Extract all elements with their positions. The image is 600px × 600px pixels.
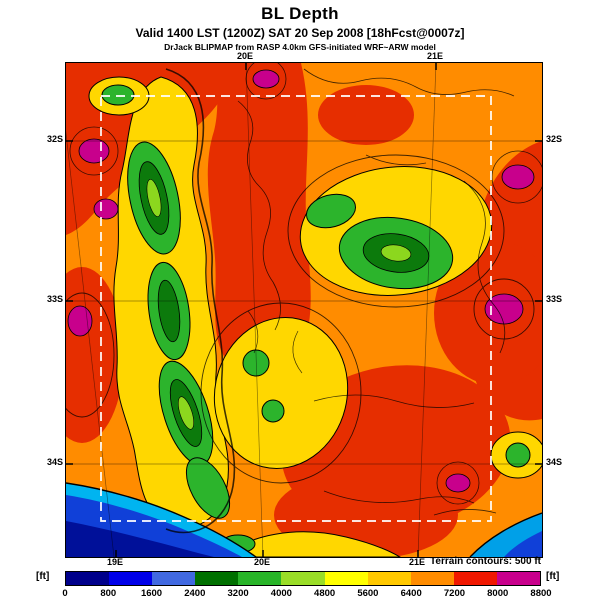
axis-label-top-21e: 21E (426, 51, 444, 61)
colorbar-segment (324, 572, 368, 585)
axis-label-right-33s: 33S (546, 294, 563, 304)
axis-label-right-34s: 34S (546, 457, 563, 467)
axis-label-right-32s: 32S (546, 134, 563, 144)
colorbar-segment (496, 572, 541, 585)
colorbar-segment (410, 572, 454, 585)
colorbar-swatches (65, 571, 541, 586)
axis-label-bottom-19e: 19E (106, 557, 124, 567)
colorbar-value: 5600 (357, 588, 379, 599)
colorbar-segment (152, 572, 196, 585)
bright-green-cores (146, 179, 412, 430)
nested-domain-boundary (100, 95, 492, 522)
axis-label-bottom-21e: 21E (408, 557, 426, 567)
colorbar-segment (367, 572, 411, 585)
colorbar-value: 6400 (400, 588, 422, 599)
axis-label-left-34s: 34S (46, 457, 63, 467)
graticule-lines (66, 63, 542, 557)
colorbar-segment (281, 572, 325, 585)
valid-time-line: Valid 1400 LST (1200Z) SAT 20 Sep 2008 [… (135, 26, 465, 40)
bl-depth-map (66, 63, 542, 557)
contour-lines (66, 63, 542, 534)
colorbar-value: 4800 (314, 588, 336, 599)
coastline-east (469, 512, 542, 557)
axis-ticks (66, 63, 542, 557)
colorbar-segment (238, 572, 282, 585)
colorbar-value: 4000 (270, 588, 292, 599)
colorbar-segment (453, 572, 497, 585)
colorbar-value: 800 (100, 588, 117, 599)
colorbar-value: 8000 (487, 588, 509, 599)
colorbar-segment (109, 572, 153, 585)
colorbar-segment (66, 572, 110, 585)
colorbar-value: 1600 (140, 588, 163, 599)
colorbar-value: 8800 (530, 588, 552, 599)
coastline (66, 482, 257, 557)
colorbar-value: 3200 (227, 588, 249, 599)
colorbar-unit-left: [ft] (36, 571, 50, 582)
model-info-line: DrJack BLIPMAP from RASP 4.0km GFS-initi… (164, 42, 436, 52)
axis-label-left-33s: 33S (46, 294, 63, 304)
sea-region (66, 482, 542, 557)
colorbar-values: 0 800 1600 2400 3200 4000 4800 5600 6400 7200 8000… (62, 588, 551, 600)
colorbar-value: 0 (62, 588, 68, 599)
axis-label-top-20e: 20E (236, 51, 254, 61)
colorbar-segment (195, 572, 239, 585)
page-title: BL Depth (261, 4, 339, 23)
colorbar-value: 7200 (443, 588, 466, 599)
axis-label-left-32s: 32S (46, 134, 63, 144)
header: BL Depth Valid 1400 LST (1200Z) SAT 20 S… (0, 4, 600, 52)
colorbar-value: 2400 (184, 588, 206, 599)
axis-label-bottom-20e: 20E (253, 557, 271, 567)
colorbar-unit-right: [ft] (546, 571, 560, 582)
map-area (65, 62, 543, 558)
terrain-contours-note: Terrain contours: 500 ft (430, 556, 541, 567)
